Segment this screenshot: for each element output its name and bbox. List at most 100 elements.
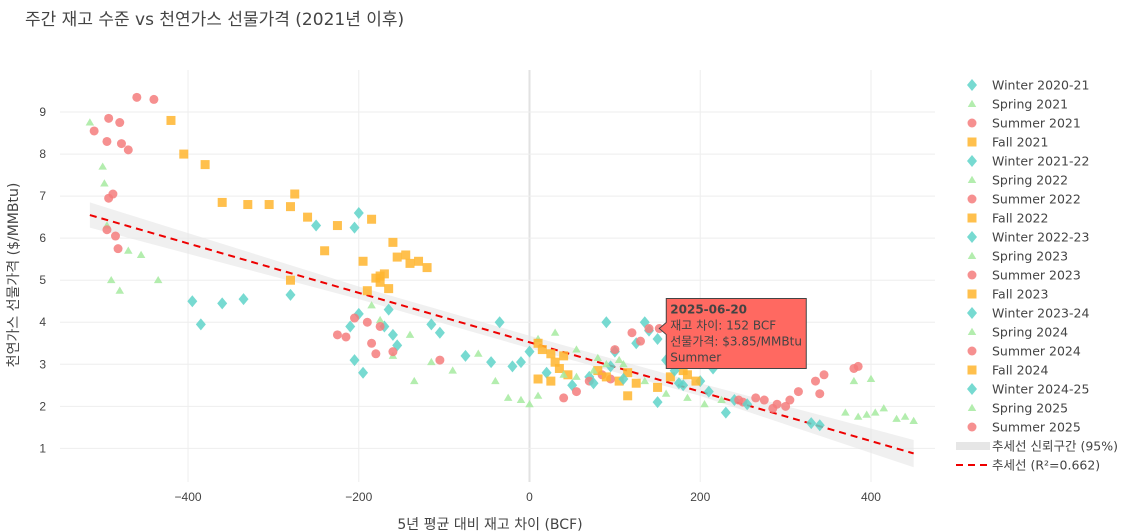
spring-data-point[interactable] xyxy=(491,376,500,385)
legend-marker[interactable] xyxy=(967,79,977,91)
winter-data-point[interactable] xyxy=(678,379,689,392)
spring-data-point[interactable] xyxy=(717,395,726,403)
summer-data-point[interactable] xyxy=(644,324,654,334)
winter-data-point[interactable] xyxy=(238,293,249,306)
fall-data-point[interactable] xyxy=(367,214,377,224)
fall-data-point[interactable] xyxy=(537,345,547,355)
summer-data-point[interactable] xyxy=(113,244,123,254)
fall-data-point[interactable] xyxy=(682,370,692,380)
spring-data-point[interactable] xyxy=(410,376,419,385)
legend-marker[interactable] xyxy=(967,289,977,299)
legend-item[interactable]: Summer 2022 xyxy=(967,192,1081,207)
fall-data-point[interactable] xyxy=(217,197,227,207)
legend-item[interactable]: Spring 2022 xyxy=(967,173,1068,188)
fall-data-point[interactable] xyxy=(422,263,432,273)
fall-data-point[interactable] xyxy=(332,221,342,231)
fall-data-point[interactable] xyxy=(388,237,398,247)
winter-data-point[interactable] xyxy=(349,354,360,367)
legend-marker[interactable] xyxy=(967,327,977,335)
winter-data-point[interactable] xyxy=(806,417,817,430)
fall-data-point[interactable] xyxy=(179,149,189,159)
summer-data-point[interactable] xyxy=(123,145,133,155)
spring-data-point[interactable] xyxy=(550,328,560,336)
winter-data-point[interactable] xyxy=(507,360,518,373)
fall-data-point[interactable] xyxy=(665,372,675,382)
spring-data-point[interactable] xyxy=(124,246,133,254)
legend-marker[interactable] xyxy=(967,346,977,356)
summer-data-point[interactable] xyxy=(759,395,769,405)
fall-data-point[interactable] xyxy=(546,349,556,359)
data-points[interactable] xyxy=(85,92,918,432)
winter-data-point[interactable] xyxy=(187,295,198,308)
legend-marker[interactable] xyxy=(967,403,977,411)
legend-marker[interactable] xyxy=(967,137,977,147)
spring-data-point[interactable] xyxy=(98,162,107,170)
spring-data-point[interactable] xyxy=(640,376,650,385)
summer-data-point[interactable] xyxy=(332,330,342,340)
legend-item[interactable]: Summer 2025 xyxy=(967,420,1081,435)
spring-data-point[interactable] xyxy=(106,275,116,284)
legend-marker[interactable] xyxy=(967,175,977,183)
spring-data-point[interactable] xyxy=(683,393,692,401)
spring-data-point[interactable] xyxy=(375,315,385,324)
winter-data-point[interactable] xyxy=(524,345,535,358)
fall-data-point[interactable] xyxy=(166,115,176,125)
winter-data-point[interactable] xyxy=(353,206,364,219)
summer-data-point[interactable] xyxy=(362,317,372,327)
spring-data-point[interactable] xyxy=(870,408,880,416)
spring-data-point[interactable] xyxy=(136,250,146,258)
summer-data-point[interactable] xyxy=(388,347,398,357)
legend-marker[interactable] xyxy=(967,251,977,259)
winter-data-point[interactable] xyxy=(345,320,356,333)
summer-data-point[interactable] xyxy=(819,370,829,380)
spring-data-point[interactable] xyxy=(661,389,671,397)
winter-data-point[interactable] xyxy=(426,318,437,331)
spring-data-point[interactable] xyxy=(572,372,581,380)
fall-data-point[interactable] xyxy=(200,160,210,170)
fall-data-point[interactable] xyxy=(533,338,543,348)
legend-item[interactable]: Winter 2020-21 xyxy=(967,78,1089,93)
spring-data-point[interactable] xyxy=(448,366,457,374)
fall-data-point[interactable] xyxy=(559,351,569,361)
fall-data-point[interactable] xyxy=(401,250,411,260)
summer-data-point[interactable] xyxy=(341,332,351,342)
spring-data-point[interactable] xyxy=(100,179,109,187)
summer-data-point[interactable] xyxy=(350,313,360,323)
winter-data-point[interactable] xyxy=(358,366,369,379)
spring-data-point[interactable] xyxy=(525,399,534,408)
fall-data-point[interactable] xyxy=(384,284,394,294)
summer-data-point[interactable] xyxy=(89,126,99,136)
winter-data-point[interactable] xyxy=(541,366,552,379)
fall-data-point[interactable] xyxy=(533,374,543,384)
legend-item[interactable]: Fall 2023 xyxy=(967,287,1049,302)
fall-data-point[interactable] xyxy=(631,378,641,388)
spring-data-point[interactable] xyxy=(427,357,436,366)
fall-data-point[interactable] xyxy=(320,246,330,256)
legend-item[interactable]: Spring 2023 xyxy=(967,249,1068,264)
spring-data-point[interactable] xyxy=(115,286,125,294)
summer-data-point[interactable] xyxy=(785,395,795,405)
winter-data-point[interactable] xyxy=(720,406,731,419)
legend-marker[interactable] xyxy=(967,270,977,280)
spring-data-point[interactable] xyxy=(85,118,95,126)
winter-data-point[interactable] xyxy=(383,303,394,316)
summer-data-point[interactable] xyxy=(375,321,385,331)
spring-data-point[interactable] xyxy=(841,408,850,416)
fall-data-point[interactable] xyxy=(392,252,402,262)
winter-data-point[interactable] xyxy=(494,316,505,329)
spring-data-point[interactable] xyxy=(866,374,876,382)
fall-data-point[interactable] xyxy=(375,277,385,287)
winter-data-point[interactable] xyxy=(652,396,663,409)
summer-data-point[interactable] xyxy=(810,376,820,386)
summer-data-point[interactable] xyxy=(104,113,114,123)
legend-item[interactable]: Winter 2021-22 xyxy=(967,154,1089,169)
fall-data-point[interactable] xyxy=(554,363,564,373)
fall-data-point[interactable] xyxy=(563,370,573,380)
legend-marker[interactable] xyxy=(967,155,977,167)
winter-data-point[interactable] xyxy=(486,356,497,369)
winter-data-point[interactable] xyxy=(285,288,296,301)
fall-data-point[interactable] xyxy=(358,256,368,266)
legend-item[interactable]: Spring 2021 xyxy=(967,97,1068,112)
winter-data-point[interactable] xyxy=(588,377,599,390)
fall-data-point[interactable] xyxy=(362,286,372,296)
